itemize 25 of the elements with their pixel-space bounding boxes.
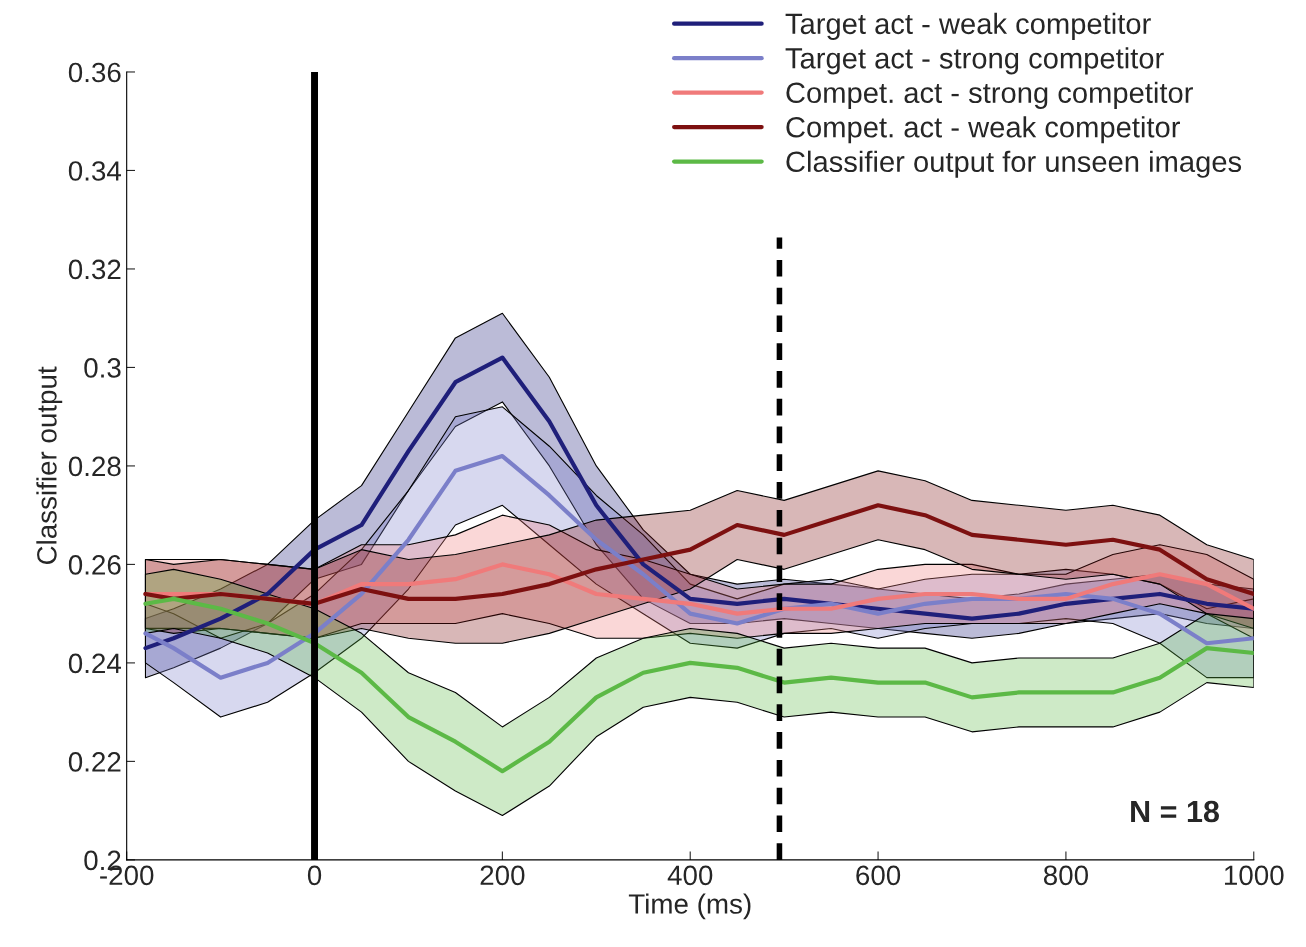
x-tick-label: 1000 — [1224, 865, 1284, 886]
x-tick-label: 200 — [480, 865, 525, 886]
legend-label: Classifier output for unseen images — [786, 150, 1242, 178]
y-tick-label: 0.26 — [68, 555, 121, 575]
x-tick-label: 800 — [1043, 865, 1088, 886]
x-tick-label: 0 — [307, 865, 322, 886]
legend-label: Target act - strong competitor — [785, 47, 1164, 75]
annotation: N = 18 — [1131, 800, 1220, 823]
y-tick-label: 0.34 — [68, 161, 122, 181]
x-tick-label: 600 — [856, 865, 901, 886]
y-tick-label: 0.3 — [84, 358, 121, 378]
y-tick-label: 0.36 — [68, 62, 121, 83]
x-tick-label: 400 — [667, 865, 713, 886]
y-axis-title: Classifier output — [36, 366, 63, 565]
legend-label: Target act - weak competitor — [785, 12, 1151, 40]
x-axis-title: Time (ms) — [628, 893, 751, 920]
legend-label: Compet. act - strong competitor — [786, 81, 1193, 109]
y-tick-label: 0.22 — [68, 752, 121, 772]
line-series — [143, 503, 1254, 606]
y-tick-label: 0.28 — [68, 456, 121, 477]
line-series — [143, 355, 1254, 651]
legend-label: Compet. act - weak competitor — [786, 116, 1180, 144]
line-series — [143, 596, 1254, 774]
y-tick-label: 0.24 — [68, 653, 122, 674]
y-tick-label: 0.32 — [68, 259, 121, 280]
